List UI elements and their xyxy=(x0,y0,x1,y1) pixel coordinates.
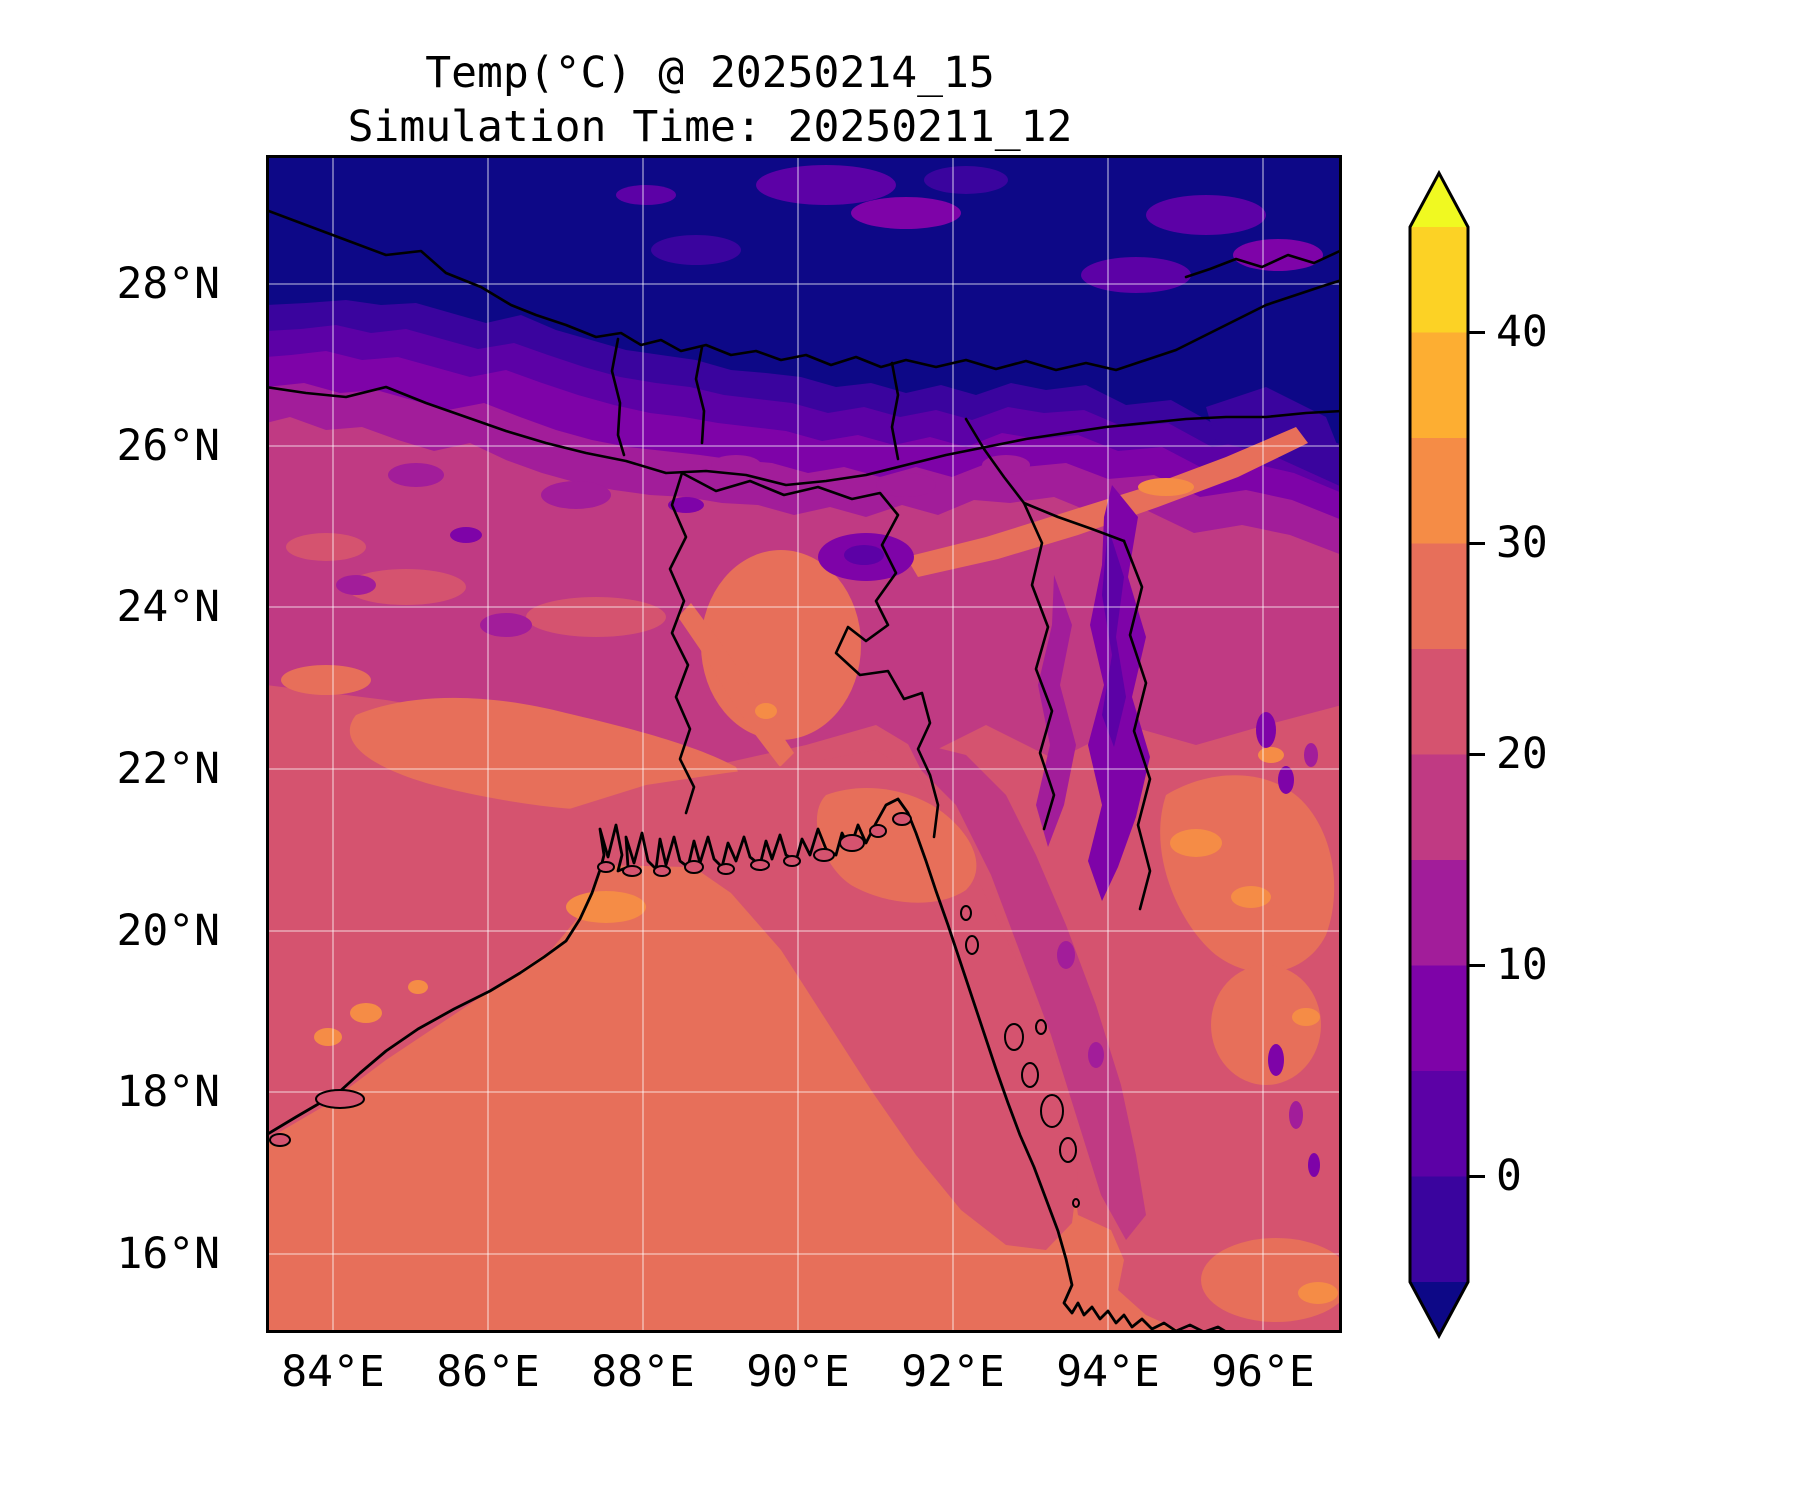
colorbar-tick-label-10: 10 xyxy=(1496,940,1548,990)
colorbar-tick-label-20: 20 xyxy=(1496,729,1548,779)
graticule xyxy=(266,155,1342,1333)
axes-frame xyxy=(266,155,1342,1333)
temperature-field xyxy=(266,155,1342,1333)
colorbar-segments xyxy=(1410,173,1468,1336)
colorbar-ticks xyxy=(1468,331,1485,1178)
colorbar-tick-label-0: 0 xyxy=(1496,1151,1522,1201)
x-tick-label-88e: 88°E xyxy=(591,1347,695,1397)
border-northeast xyxy=(1184,248,1342,279)
x-tick-label-86e: 86°E xyxy=(436,1347,540,1397)
colorbar-tick-label-40: 40 xyxy=(1496,307,1548,357)
y-tick-label-18n: 18°N xyxy=(116,1067,220,1117)
border-himalaya xyxy=(266,208,1342,372)
border-myanmar xyxy=(1122,539,1152,911)
y-tick-label-20n: 20°N xyxy=(116,906,220,956)
y-tick-label-22n: 22°N xyxy=(116,744,220,794)
border-naga-hills xyxy=(1022,501,1126,543)
border-manipur-west xyxy=(1022,501,1056,831)
border-assam xyxy=(964,417,1026,505)
x-tick-label-92e: 92°E xyxy=(901,1347,1005,1397)
x-tick-label-96e: 96°E xyxy=(1211,1347,1315,1397)
y-tick-label-24n: 24°N xyxy=(116,582,220,632)
plot-subtitle: Simulation Time: 20250211_12 xyxy=(347,102,1073,152)
y-tick-label-26n: 26°N xyxy=(116,421,220,471)
colorbar-tick-label-30: 30 xyxy=(1496,518,1548,568)
border-bangladesh-west xyxy=(668,471,696,815)
chilika-lake xyxy=(315,1089,365,1109)
border-bhutan-east xyxy=(890,361,900,461)
coastlines xyxy=(266,797,1230,1333)
y-tick-label-28n: 28°N xyxy=(116,259,220,309)
x-tick-label-90e: 90°E xyxy=(746,1347,850,1397)
borders xyxy=(266,208,1342,911)
x-tick-label-84e: 84°E xyxy=(281,1347,385,1397)
y-tick-label-16n: 16°N xyxy=(116,1229,220,1279)
colorbar-outline xyxy=(1408,169,1470,1340)
border-bangladesh-east xyxy=(680,471,940,839)
border-nepal-east xyxy=(610,337,626,457)
plot-title: Temp(°C) @ 20250214_15 xyxy=(425,48,995,98)
x-tick-label-94e: 94°E xyxy=(1056,1347,1160,1397)
border-bhutan-west xyxy=(694,345,706,445)
border-plains xyxy=(266,385,1342,487)
map-plot xyxy=(266,155,1342,1333)
colorbar-arrow-under xyxy=(1410,1282,1468,1336)
colorbar xyxy=(1408,169,1485,1340)
colorbar-arrow-over xyxy=(1410,173,1468,227)
